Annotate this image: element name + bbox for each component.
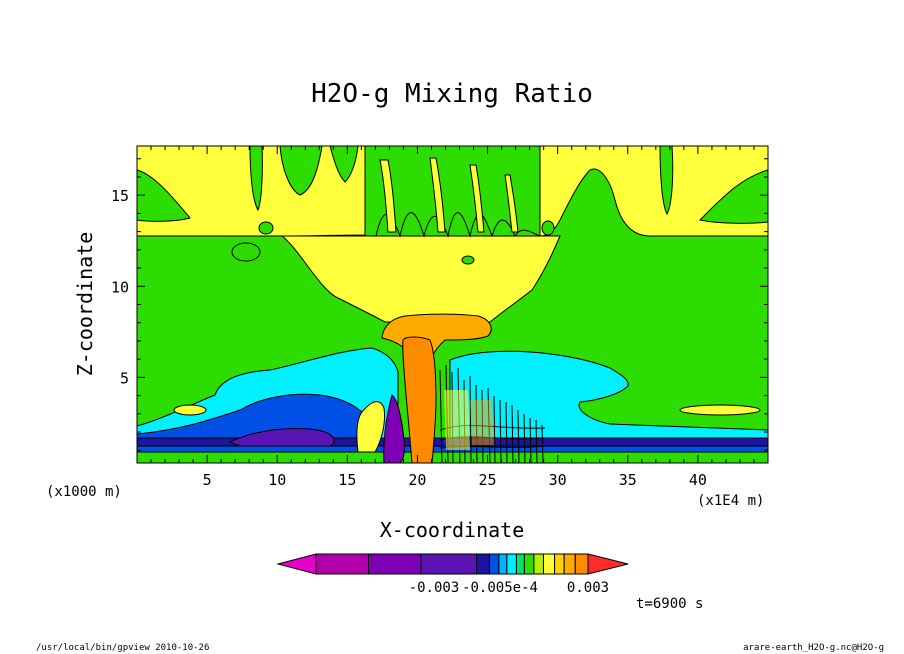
anvil-tendrils-yellow <box>379 157 519 233</box>
island-6 <box>679 404 761 416</box>
colorbar-cell <box>315 553 369 575</box>
colorbar-cell <box>488 553 500 575</box>
island-4 <box>541 220 555 236</box>
colorbar-cell <box>476 553 490 575</box>
island-5 <box>173 404 207 416</box>
colorbar-cell <box>506 553 517 575</box>
colorbar-cell <box>542 553 556 575</box>
colorbar-cell <box>515 553 525 575</box>
y-axis-label: Z-coordinate <box>73 232 97 377</box>
upper-green-pocket-3 <box>698 169 768 224</box>
footer-left: /usr/local/bin/gpview 2010-10-26 <box>36 643 209 653</box>
island-1 <box>231 242 261 262</box>
time-label: t=6900 s <box>636 596 703 612</box>
x-axis-label: X-coordinate <box>380 518 525 542</box>
x-axis-unit-right: (x1E4 m) <box>697 493 764 509</box>
y-tick-label: 5 <box>120 369 129 387</box>
colorbar-left-arrow <box>276 553 317 575</box>
upper-green-pocket-1 <box>137 169 191 222</box>
y-tick-label: 10 <box>111 278 129 296</box>
colorbar <box>276 553 629 575</box>
lower-layer-cyan-right <box>449 350 768 441</box>
x-tick-label: 30 <box>549 471 567 489</box>
lower-layer-purple <box>228 428 335 447</box>
footer-right: arare-earth_H2O-g.nc@H2O-g <box>743 643 884 653</box>
colorbar-tick-label: 0.003 <box>567 580 609 596</box>
colorbar-labels: -0.003 -0.005e-4 0.003 <box>409 580 609 596</box>
colorbar-cell <box>574 553 589 575</box>
colorbar-right-arrow <box>587 553 629 575</box>
y-axis-ticks: 5 10 15 <box>111 158 768 451</box>
x-axis-ticks: 5 10 15 20 25 30 35 40 <box>150 146 755 489</box>
x-tick-label: 25 <box>479 471 497 489</box>
colorbar-cell <box>420 553 478 575</box>
x-tick-label: 5 <box>203 471 212 489</box>
colorbar-cell <box>554 553 565 575</box>
upper-layer-left <box>137 146 366 237</box>
colorbar-tick-label: -0.005e-4 <box>462 580 538 596</box>
island-2 <box>258 221 274 235</box>
colorbar-cell <box>533 553 544 575</box>
x-tick-label: 40 <box>689 471 707 489</box>
striations-fill-yellow <box>444 390 470 450</box>
upper-green-pocket-2 <box>249 146 263 212</box>
colorbar-tick-label: -0.003 <box>409 580 460 596</box>
island-3 <box>461 255 475 265</box>
chart-title: H2O-g Mixing Ratio <box>311 79 593 109</box>
tower-core-yellow <box>356 401 385 453</box>
convective-tower <box>402 336 437 463</box>
x-tick-label: 15 <box>338 471 356 489</box>
striations-fill-orange <box>470 400 494 445</box>
x-tick-label: 10 <box>268 471 286 489</box>
colorbar-cell <box>563 553 576 575</box>
anvil-region <box>280 235 561 323</box>
upper-green-pocket-4 <box>659 146 674 216</box>
colorbar-cell <box>367 553 422 575</box>
x-tick-label: 35 <box>619 471 637 489</box>
tower-core-purple <box>383 394 405 463</box>
anvil-tendrils <box>364 146 541 238</box>
contour-field <box>137 146 768 463</box>
x-axis-unit-left: (x1000 m) <box>46 484 122 500</box>
colorbar-cell <box>523 553 535 575</box>
x-tick-label: 20 <box>408 471 426 489</box>
colorbar-cell <box>498 553 508 575</box>
y-tick-label: 15 <box>111 187 129 205</box>
